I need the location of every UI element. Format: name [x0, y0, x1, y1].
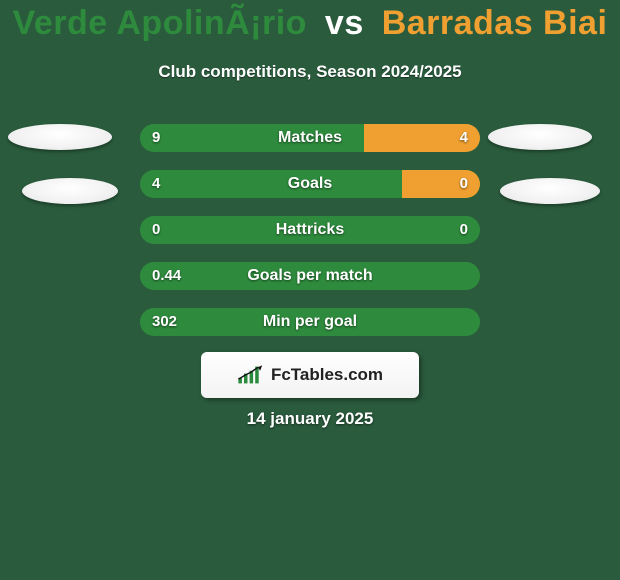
stat-bar-left [140, 262, 480, 290]
stat-bar-left [140, 308, 480, 336]
stat-bar-left [140, 124, 364, 152]
fctables-logo: FcTables.com [201, 352, 419, 398]
comparison-infographic: Verde ApolinÃ¡rio vs Barradas Biai Club … [0, 0, 620, 580]
vs-separator: vs [325, 4, 364, 42]
stat-bar-right [402, 170, 480, 198]
stat-bar-left [140, 216, 480, 244]
player-left-name: Verde ApolinÃ¡rio [13, 4, 307, 42]
player-right-name: Barradas Biai [382, 4, 608, 42]
stat-bar-right [364, 124, 480, 152]
stat-row: Min per goal302 [140, 308, 480, 336]
stat-row: Matches94 [140, 124, 480, 152]
stat-row: Goals40 [140, 170, 480, 198]
avatar [8, 124, 112, 150]
avatar [488, 124, 592, 150]
date-label: 14 january 2025 [0, 409, 620, 429]
page-title: Verde ApolinÃ¡rio vs Barradas Biai [0, 4, 620, 43]
stat-row: Goals per match0.44 [140, 262, 480, 290]
logo-text: FcTables.com [271, 365, 383, 385]
avatar [22, 178, 118, 204]
stat-bar-left [140, 170, 402, 198]
subtitle: Club competitions, Season 2024/2025 [0, 62, 620, 82]
avatar [500, 178, 600, 204]
stat-row: Hattricks00 [140, 216, 480, 244]
bar-chart-icon [237, 365, 265, 385]
